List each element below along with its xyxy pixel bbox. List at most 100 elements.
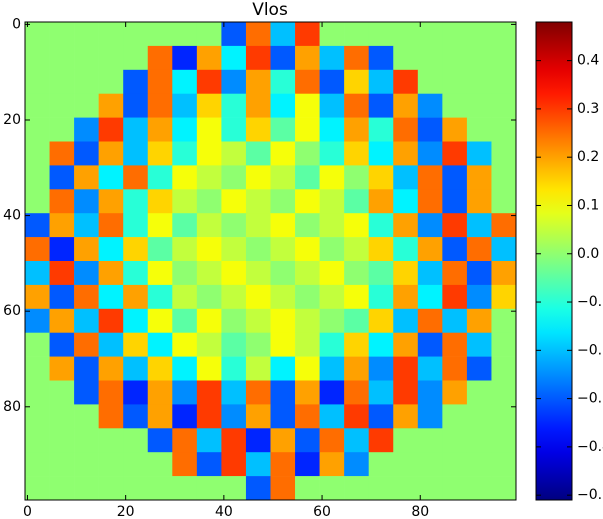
heatmap-cell — [123, 45, 149, 71]
heatmap-cell — [221, 356, 247, 381]
heatmap-cell — [442, 428, 468, 453]
heatmap-cell — [49, 22, 75, 47]
x-tick-label: 60 — [313, 504, 331, 519]
heatmap-cell — [196, 22, 222, 47]
heatmap-cell — [196, 308, 222, 333]
heatmap-cell — [393, 332, 419, 357]
heatmap-cell — [221, 237, 247, 262]
heatmap-cell — [417, 261, 443, 286]
heatmap-cell — [196, 189, 222, 214]
heatmap-cell — [25, 117, 50, 142]
heatmap-cell — [49, 261, 75, 286]
heatmap-cell — [98, 213, 124, 238]
heatmap-cell — [417, 356, 443, 381]
heatmap-cell — [319, 93, 345, 118]
heatmap-cell — [319, 117, 345, 142]
heatmap-cell — [172, 22, 198, 47]
heatmap-cell — [147, 141, 173, 166]
heatmap-cell — [245, 45, 271, 71]
heatmap-cell — [49, 356, 75, 381]
heatmap-cell — [466, 237, 492, 262]
heatmap-cell — [25, 237, 50, 262]
heatmap-cell — [295, 93, 320, 118]
x-tick-label: 20 — [117, 504, 135, 519]
heatmap-cell — [270, 69, 296, 94]
heatmap-cell — [442, 69, 468, 94]
heatmap-cell — [368, 428, 394, 453]
heatmap-cell — [368, 380, 394, 405]
heatmap-cell — [196, 117, 222, 142]
heatmap-cell — [270, 284, 296, 310]
heatmap-cell — [344, 237, 369, 262]
heatmap-cell — [98, 117, 124, 142]
heatmap-cell — [221, 476, 247, 501]
colorbar-tick-label: 0.1 — [577, 197, 599, 213]
heatmap-cell — [245, 476, 271, 501]
heatmap-cell — [466, 117, 492, 142]
heatmap-cell — [295, 261, 320, 286]
heatmap-cell — [123, 93, 149, 118]
heatmap-cell — [417, 141, 443, 166]
heatmap-cell — [393, 308, 419, 333]
heatmap-cell — [123, 189, 149, 214]
heatmap-cell — [466, 189, 492, 214]
heatmap-cell — [442, 45, 468, 71]
heatmap-cell — [98, 69, 124, 94]
heatmap-cell — [270, 93, 296, 118]
heatmap-cell — [221, 261, 247, 286]
heatmap-cell — [344, 452, 369, 477]
heatmap-cell — [319, 476, 345, 501]
heatmap-cell — [25, 332, 50, 357]
heatmap-cell — [491, 332, 517, 357]
heatmap-cell — [221, 165, 247, 190]
heatmap-image — [25, 22, 517, 501]
heatmap-cell — [270, 22, 296, 47]
heatmap-cell — [123, 284, 149, 310]
heatmap-cell — [442, 141, 468, 166]
heatmap-cell — [172, 45, 198, 71]
heatmap-cell — [368, 404, 394, 429]
heatmap-cell — [442, 22, 468, 47]
heatmap-cell — [368, 332, 394, 357]
heatmap-cell — [221, 332, 247, 357]
heatmap-cell — [344, 22, 369, 47]
heatmap-cell — [491, 69, 517, 94]
heatmap-cell — [245, 165, 271, 190]
heatmap-cell — [49, 237, 75, 262]
heatmap-cell — [98, 237, 124, 262]
heatmap-cell — [295, 165, 320, 190]
heatmap-cell — [442, 284, 468, 310]
heatmap-cell — [491, 356, 517, 381]
heatmap-cell — [466, 308, 492, 333]
heatmap-cell — [344, 261, 369, 286]
heatmap-cell — [123, 213, 149, 238]
heatmap-cell — [147, 165, 173, 190]
heatmap-cell — [295, 189, 320, 214]
heatmap-cell — [172, 141, 198, 166]
x-tick-label: 40 — [215, 504, 233, 519]
heatmap-cell — [196, 213, 222, 238]
heatmap-cell — [270, 452, 296, 477]
heatmap-cell — [123, 308, 149, 333]
heatmap-cell — [393, 261, 419, 286]
heatmap-cell — [74, 356, 99, 381]
heatmap-cell — [147, 356, 173, 381]
heatmap-cell — [491, 189, 517, 214]
heatmap-cell — [491, 45, 517, 71]
heatmap-cell — [417, 452, 443, 477]
heatmap-cell — [393, 141, 419, 166]
heatmap-cell — [196, 261, 222, 286]
heatmap-cell — [123, 22, 149, 47]
heatmap-cell — [147, 45, 173, 71]
heatmap-cell — [442, 237, 468, 262]
heatmap-cell — [74, 332, 99, 357]
y-tick-label: 40 — [3, 208, 21, 224]
heatmap-cell — [466, 332, 492, 357]
heatmap-cell — [270, 213, 296, 238]
heatmap-cell — [245, 404, 271, 429]
heatmap-cell — [147, 380, 173, 405]
heatmap-cell — [172, 213, 198, 238]
heatmap-cell — [319, 404, 345, 429]
heatmap-cell — [98, 380, 124, 405]
